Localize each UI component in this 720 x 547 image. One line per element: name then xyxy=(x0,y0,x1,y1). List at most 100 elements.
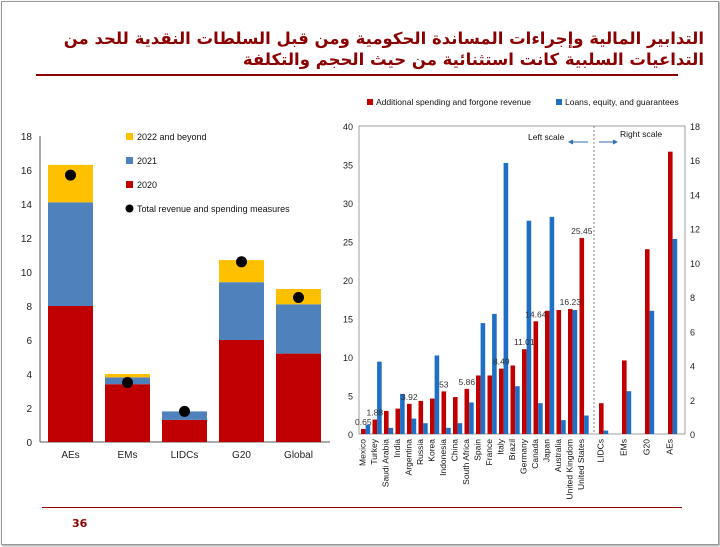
spending-bar xyxy=(668,151,673,434)
left-tick-label: 20 xyxy=(343,276,353,286)
bar-segment xyxy=(276,353,321,442)
stacked-bar-chart: 0 2 4 6 8 10 12 14 16 18 AEs EMs LIDCs G20 Global 2022 … xyxy=(21,132,330,461)
left-scale-arrowhead xyxy=(568,139,573,145)
data-label: 11.01 xyxy=(514,337,535,347)
country-label: Italy xyxy=(496,438,506,454)
country-label: United States xyxy=(576,439,586,490)
legend-label: Loans, equity, and guarantees xyxy=(565,97,679,107)
left-tick-label: 10 xyxy=(343,353,353,363)
y-tick-label: 0 xyxy=(26,438,32,449)
data-label: 14.64 xyxy=(525,309,547,319)
loans-bar xyxy=(434,355,440,434)
group-label: EMs xyxy=(619,439,629,456)
loans-bar xyxy=(572,310,578,434)
y-tick-label: 18 xyxy=(21,132,33,143)
loans-bar xyxy=(526,220,532,434)
country-label: Mexico xyxy=(358,439,368,466)
right-tick-label: 16 xyxy=(690,156,700,166)
country-label: Japan xyxy=(542,439,552,462)
right-tick-label: 4 xyxy=(690,362,695,372)
y-tick-label: 10 xyxy=(21,268,33,279)
right-tick-label: 12 xyxy=(690,225,700,235)
loans-bar xyxy=(649,310,655,434)
loans-bar xyxy=(469,402,474,434)
legend-label: 2021 xyxy=(137,156,157,166)
country-label: Spain xyxy=(473,439,483,461)
spending-bar xyxy=(476,375,481,434)
left-tick-label: 30 xyxy=(343,199,353,209)
bar-segment xyxy=(48,202,93,306)
spending-bar xyxy=(522,349,527,434)
total-marker xyxy=(65,169,76,181)
x-tick-label: AEs xyxy=(61,450,79,461)
country-label: Canada xyxy=(530,439,540,469)
left-scale-label: Left scale xyxy=(528,132,565,142)
group-label: AEs xyxy=(665,439,675,455)
legend-swatch xyxy=(367,99,373,105)
right-tick-label: 18 xyxy=(690,122,700,132)
spending-bar xyxy=(510,365,516,434)
footer-rule xyxy=(42,507,682,508)
spending-bar xyxy=(407,403,412,434)
data-label: 0.65 xyxy=(355,417,372,427)
group-label: LIDCs xyxy=(596,439,606,463)
bar-segment xyxy=(219,340,264,442)
left-tick-label: 5 xyxy=(348,392,353,402)
spending-bar xyxy=(418,400,424,434)
spending-bar xyxy=(384,410,389,434)
slide-title: التدابير المالية وإجراءات المساندة الحكو… xyxy=(63,29,704,69)
total-marker xyxy=(236,256,247,268)
loans-bar xyxy=(515,386,520,434)
loans-bar xyxy=(480,323,486,434)
left-tick-label: 40 xyxy=(343,122,353,132)
loans-bar xyxy=(538,403,543,434)
loans-bar xyxy=(423,423,428,434)
left-tick-label: 35 xyxy=(343,161,353,171)
spending-bar xyxy=(579,238,585,434)
legend-marker xyxy=(125,204,134,213)
x-tick-label: EMs xyxy=(118,450,138,461)
loans-bar xyxy=(561,420,566,434)
legend-label: 2022 and beyond xyxy=(137,132,207,142)
loans-bar xyxy=(377,361,382,434)
loans-bar xyxy=(446,427,451,434)
page-number: 36 xyxy=(72,517,88,530)
x-tick-label: LIDCs xyxy=(171,450,199,461)
left-tick-label: 25 xyxy=(343,238,353,248)
y-tick-label: 12 xyxy=(21,234,33,245)
spending-bar xyxy=(361,428,366,434)
bar-segment xyxy=(105,384,150,442)
total-marker xyxy=(179,405,190,417)
spending-bar xyxy=(487,375,493,434)
spending-bar xyxy=(453,397,458,434)
bar-segment xyxy=(219,282,264,340)
country-label: Germany xyxy=(519,438,529,474)
country-label: France xyxy=(484,439,494,466)
right-scale-arrowhead xyxy=(613,139,618,145)
right-tick-label: 10 xyxy=(690,259,700,269)
spending-bar xyxy=(464,388,470,434)
country-label: Indonesia xyxy=(438,439,448,476)
spending-bar xyxy=(372,419,378,434)
legend-label: Additional spending and forgone revenue xyxy=(376,97,531,107)
right-tick-label: 0 xyxy=(690,430,695,440)
spending-bar xyxy=(430,398,435,434)
title-rule xyxy=(36,74,678,76)
loans-bar xyxy=(457,423,463,434)
country-label: United Kingdom xyxy=(565,439,575,499)
loans-bar xyxy=(365,424,371,434)
country-label: India xyxy=(392,439,402,458)
spending-bar xyxy=(622,360,627,434)
data-label: 16.23 xyxy=(560,297,582,307)
x-tick-label: G20 xyxy=(232,450,251,461)
loans-bar xyxy=(388,427,394,434)
country-label: Russia xyxy=(415,439,425,465)
right-tick-label: 6 xyxy=(690,327,695,337)
bar-segment xyxy=(219,260,264,283)
bar-segment xyxy=(48,306,93,442)
group-label: G20 xyxy=(642,439,652,455)
bar-segment xyxy=(162,419,207,442)
data-label: 1.88 xyxy=(367,408,384,418)
legend-swatch xyxy=(126,133,133,140)
